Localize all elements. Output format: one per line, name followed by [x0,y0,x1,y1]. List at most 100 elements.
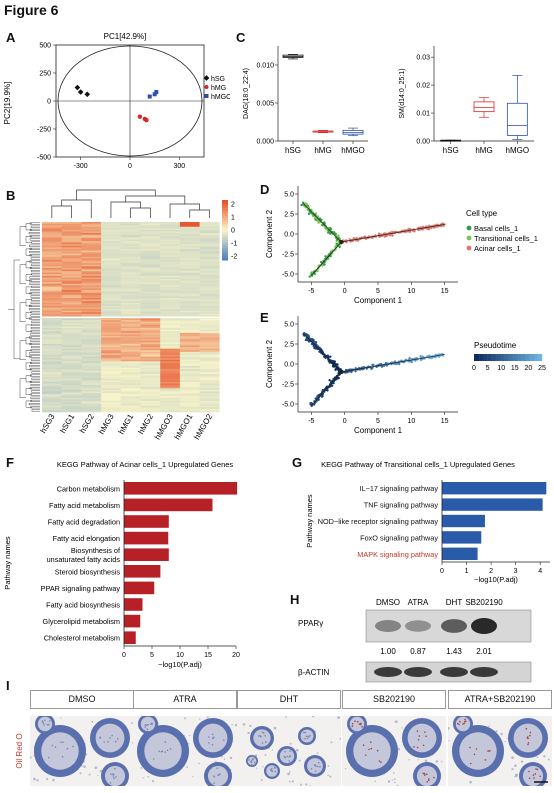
heatmap-cell [42,255,62,258]
lipid-droplet [469,762,472,765]
heatmap-cell [101,402,122,405]
heatmap-cell [101,290,122,292]
colorbar-swatch [536,354,539,361]
heatmap-cell [179,353,200,356]
heatmap-cell [81,267,102,270]
heatmap-cell [120,223,141,226]
lipid-droplet [213,775,215,777]
heatmap-cell [61,345,82,348]
heatmap-cell [81,286,102,289]
scale-swatch [222,236,228,239]
heatmap-cell [61,331,82,334]
heatmap-cell [101,272,122,275]
heatmap-cell [179,271,200,273]
scale-swatch [222,246,228,249]
heatmap-cell [140,293,161,296]
heatmap-cell [120,355,141,357]
heatmap-cell [42,393,62,395]
heatmap-cell [42,231,62,234]
heatmap-cell [199,366,220,368]
cell-point [335,238,339,241]
lipid-droplet [418,735,421,737]
heatmap-cell [61,244,82,247]
micrograph-speck [131,722,133,725]
heatmap-column-label: hSG1 [58,412,76,435]
oil-red-o-image [448,716,552,786]
cell-point [352,237,355,240]
heatmap-cell [199,407,220,410]
colorbar-swatch [485,354,488,361]
heatmap-cell [160,362,181,365]
colorbar-swatch [496,354,498,361]
bar [124,565,161,578]
heatmap-cell [179,250,200,253]
heatmap-cell [179,408,200,411]
heatmap-cell [140,264,161,267]
heatmap-cell [160,321,181,324]
heatmap-cell [101,410,122,413]
heatmap-cell [81,279,102,281]
heatmap-cell [140,256,161,259]
heatmap-cell [61,364,82,367]
lipid-droplet [286,755,289,758]
legend-marker [466,245,472,251]
heatmap-cell [160,366,181,368]
heatmap-cell [101,326,122,329]
heatmap-cell [140,385,161,387]
heatmap-cell [61,307,82,310]
lipid-droplet [211,743,214,746]
heatmap-cell [199,331,220,334]
heatmap-cell [42,388,62,391]
heatmap-cell [61,356,82,359]
heatmap-cell [61,378,82,381]
heatmap-cell [199,229,220,232]
heatmap-cell [42,244,62,247]
colorbar-swatch [497,354,500,361]
lipid-droplet [158,750,161,753]
micrograph-speck [394,781,396,784]
lipid-droplet [484,759,487,761]
heatmap-cell [179,222,200,224]
lipid-droplet [315,765,317,768]
heatmap-cell [140,247,161,250]
heatmap-cell [179,285,200,288]
heatmap-cell [199,283,220,286]
heatmap-cell [42,223,62,226]
colorbar-swatch [506,354,509,361]
heatmap-cell [81,399,102,402]
heatmap-cell [160,318,181,321]
traj-y-tick-label: -2.5 [282,252,294,259]
micrograph-speck [287,772,290,776]
traj-y-label: Component 2 [265,339,274,388]
heatmap-cell [160,296,181,299]
colorbar-swatch [475,354,478,361]
lipid-droplet [289,755,292,757]
heatmap-cell [179,362,200,365]
heatmap-cell [199,381,220,384]
heatmap-cell [199,285,220,288]
heatmap-cell [61,272,82,275]
heatmap-cell [101,313,122,316]
heatmap-cell [81,380,102,383]
heatmap-cell [160,294,181,297]
heatmap-cell [120,378,141,381]
micrograph-speck [514,775,516,778]
heatmap-cell [140,347,161,349]
heatmap-cell [101,358,122,361]
heatmap-cell [42,369,62,372]
heatmap-cell [101,241,122,243]
heatmap-cell [101,378,122,381]
heatmap-cell [101,302,122,305]
heatmap-cell [160,239,181,242]
bar-category-label: Fatty acid elongation [53,534,120,543]
heatmap-cell [61,294,82,297]
traj-x-label: Component 1 [354,426,403,435]
heatmap-cell [61,383,82,386]
heatmap-cell [61,315,82,318]
heatmap-cell [160,226,181,229]
heatmap-cell [120,361,141,364]
heatmap-cell [199,236,220,239]
